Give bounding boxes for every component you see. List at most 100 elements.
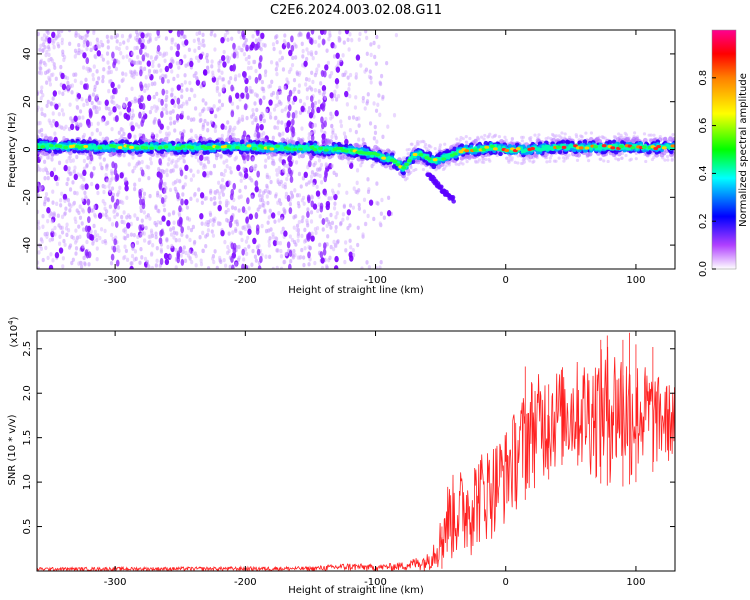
spectrogram-speckle	[61, 264, 65, 269]
spectrogram-speckle	[135, 216, 140, 221]
spectrogram-speckle	[301, 176, 305, 181]
spectrogram-streak	[85, 40, 90, 48]
spectrogram-speckle	[347, 160, 351, 165]
spectrogram-streak	[323, 30, 327, 35]
spectrogram-speckle	[381, 94, 385, 100]
spectrogram-speckle	[146, 53, 150, 58]
spectrogram-speckle	[294, 113, 298, 119]
spectrogram-speckle	[73, 115, 78, 122]
spectrogram-speckle	[173, 128, 177, 133]
spectrogram-speckle	[108, 204, 112, 209]
spectrogram-speckle	[166, 244, 170, 250]
spectrogram-ridge-dot	[587, 151, 593, 157]
spectrogram-speckle	[116, 245, 120, 250]
spectrogram-speckle	[96, 233, 100, 238]
spectrogram-speckle	[575, 158, 580, 162]
spectrogram-speckle	[93, 229, 97, 235]
spectrogram-speckle	[268, 236, 272, 241]
spectrogram-speckle	[78, 109, 83, 114]
spectrogram-speckle	[110, 35, 114, 40]
spectrogram-speckle	[103, 184, 107, 190]
spectrogram-speckle	[211, 256, 215, 261]
spectrogram-speckle	[40, 107, 44, 112]
spectrogram-speckle	[237, 208, 241, 213]
spectrogram-speckle	[49, 170, 55, 178]
spectrogram-speckle	[206, 173, 210, 178]
spectrogram-speckle	[341, 53, 345, 58]
spectrogram-speckle	[80, 97, 84, 102]
spectrogram-speckle	[41, 48, 45, 54]
spectrogram-speckle	[171, 109, 175, 114]
spectrogram-speckle	[197, 45, 201, 51]
spectrogram-speckle	[385, 60, 389, 66]
spectrogram-speckle	[43, 176, 47, 181]
spectrogram-speckle	[255, 107, 259, 113]
spectrogram-speckle	[504, 138, 508, 142]
spectrogram-speckle	[368, 199, 374, 206]
spectrogram-speckle	[249, 166, 253, 172]
spectrogram-speckle	[157, 63, 161, 68]
spectrogram-speckle	[370, 163, 374, 169]
spectrogram-speckle	[136, 234, 140, 240]
spectrogram-speckle	[373, 54, 377, 60]
spectrogram-speckle	[37, 31, 40, 37]
spectrogram-speckle	[60, 30, 64, 34]
spectrogram-speckle	[121, 77, 125, 82]
spectrogram-speckle	[93, 233, 97, 238]
spectrogram-ridge-dot	[72, 148, 77, 154]
spectrogram-speckle	[344, 30, 350, 35]
spectrogram-speckle	[189, 60, 194, 68]
spectrogram-speckle	[297, 89, 301, 95]
spectrogram-speckle	[164, 97, 168, 103]
spectrogram-speckle	[333, 44, 337, 49]
spectrogram-speckle	[56, 213, 60, 218]
spectrogram-speckle	[165, 168, 169, 173]
spectrogram-speckle	[253, 101, 257, 106]
spectrogram-ridge-dot	[163, 136, 169, 142]
spectrogram-speckle	[164, 36, 169, 41]
spectrogram-speckle	[355, 168, 360, 173]
spectrogram-speckle	[79, 80, 83, 85]
spectrogram-speckle	[297, 219, 301, 225]
spectrogram-speckle	[57, 124, 62, 129]
spectrogram-speckle	[193, 48, 197, 53]
spectrogram-speckle	[69, 123, 75, 131]
spectrogram-speckle	[313, 88, 318, 93]
spectrogram-speckle	[310, 235, 315, 242]
spectrogram-ridge-dot	[607, 139, 613, 145]
spectrogram-speckle	[227, 248, 231, 254]
spectrogram-speckle	[80, 35, 84, 41]
spectrogram-speckle	[164, 106, 168, 112]
spectrogram-speckle	[281, 226, 285, 232]
spectrogram-ridge-dot	[214, 152, 220, 158]
spectrogram-speckle	[87, 262, 91, 267]
spectrogram-speckle	[82, 39, 86, 45]
spectrogram-speckle	[90, 131, 94, 137]
spectrogram-speckle	[148, 193, 152, 199]
spectrogram-speckle	[161, 107, 165, 112]
spectrogram-speckle	[348, 203, 353, 208]
spectrogram-speckle	[201, 98, 205, 103]
spectrogram-streak	[319, 205, 324, 213]
spectrogram-speckle	[378, 221, 382, 226]
spectrogram-speckle	[78, 204, 82, 209]
spectrogram-speckle	[300, 233, 304, 239]
spectrogram-streak	[256, 41, 261, 49]
spectrogram-speckle	[150, 105, 154, 111]
spectrogram-streak	[139, 84, 144, 92]
spectrogram-streak	[306, 211, 310, 219]
spectrogram-streak	[241, 263, 245, 269]
spectrogram-streak	[310, 108, 315, 116]
spectrogram-speckle	[49, 252, 53, 257]
spectrogram-speckle	[185, 216, 190, 221]
spectrogram-speckle	[66, 228, 71, 233]
spectrogram-speckle	[300, 126, 304, 131]
spectrogram-speckle	[51, 258, 55, 263]
spectrogram-speckle	[116, 205, 121, 210]
spectrogram-speckle	[177, 211, 181, 216]
spectrogram-speckle	[280, 216, 284, 222]
spectrogram-ridge-dot	[437, 160, 442, 165]
spectrogram-speckle	[122, 40, 126, 45]
spectrogram-speckle	[37, 250, 41, 255]
